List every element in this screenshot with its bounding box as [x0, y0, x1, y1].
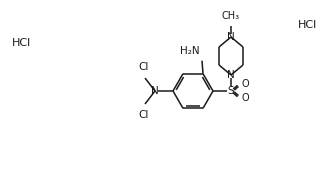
Text: N: N	[227, 32, 235, 42]
Text: N: N	[151, 86, 159, 96]
Text: H₂N: H₂N	[181, 46, 200, 56]
Text: CH₃: CH₃	[222, 11, 240, 21]
Text: O: O	[242, 79, 249, 89]
Text: HCl: HCl	[12, 38, 31, 48]
Text: O: O	[242, 93, 249, 103]
Text: HCl: HCl	[298, 20, 317, 30]
Text: Cl: Cl	[139, 110, 149, 120]
Text: S: S	[228, 86, 234, 96]
Text: N: N	[227, 70, 235, 80]
Text: Cl: Cl	[139, 62, 149, 72]
